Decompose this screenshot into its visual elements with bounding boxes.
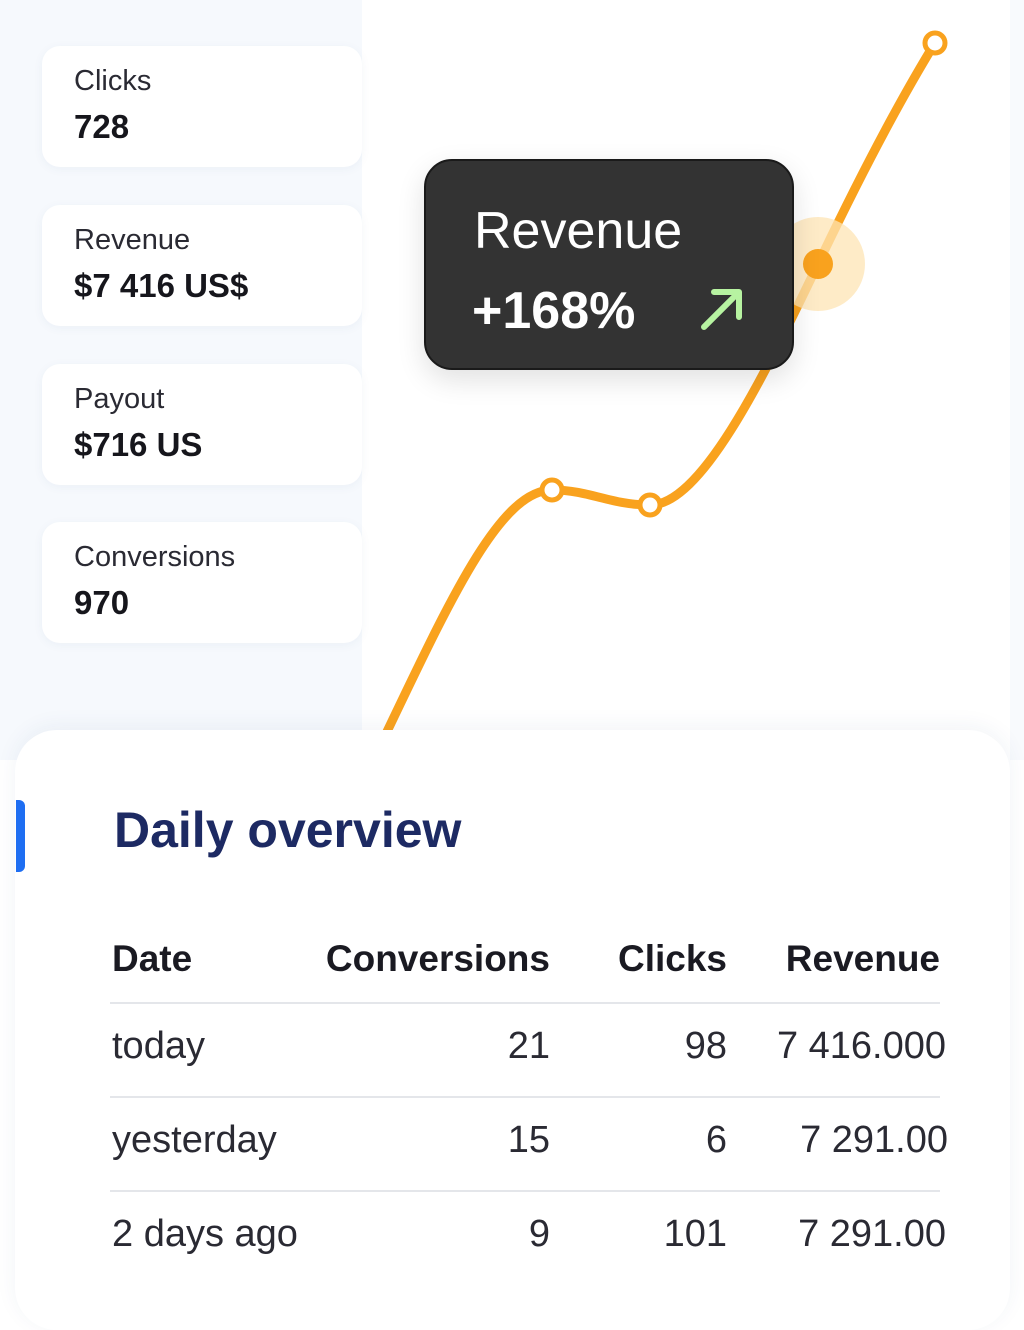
data-point[interactable] bbox=[922, 30, 948, 56]
stat-label: Clicks bbox=[74, 65, 152, 97]
cell-date: yesterday bbox=[112, 1119, 277, 1161]
cell-date: today bbox=[112, 1025, 205, 1067]
stat-card-payout[interactable]: Payout $716 US bbox=[42, 364, 362, 485]
daily-overview-card: Daily overview Date Conversions Clicks R… bbox=[15, 730, 1010, 1330]
data-point[interactable] bbox=[637, 492, 663, 518]
stat-value: 728 bbox=[74, 108, 130, 145]
divider bbox=[110, 1002, 940, 1004]
accent-bar bbox=[16, 800, 25, 872]
column-header-conversions[interactable]: Conversions bbox=[325, 938, 550, 979]
divider bbox=[110, 1190, 940, 1192]
overview-title: Daily overview bbox=[114, 802, 462, 858]
stat-label: Conversions bbox=[74, 541, 236, 573]
tooltip-title: Revenue bbox=[474, 202, 683, 260]
chart-edge bbox=[1010, 0, 1024, 760]
tooltip-change-value: +168% bbox=[472, 282, 636, 340]
divider bbox=[110, 1096, 940, 1098]
cell-conversions: 21 bbox=[507, 1025, 550, 1067]
stat-card-clicks[interactable]: Clicks 728 bbox=[42, 46, 362, 167]
cell-clicks: 101 bbox=[663, 1213, 727, 1255]
daily-overview-table: Date Conversions Clicks Revenue today 21… bbox=[110, 920, 948, 1286]
cell-revenue: 7 416.000 bbox=[776, 1025, 946, 1067]
cell-revenue: 7 291.00 bbox=[800, 1119, 948, 1161]
stat-label: Revenue bbox=[74, 224, 191, 256]
stat-card-revenue[interactable]: Revenue $7 416 US$ bbox=[42, 205, 362, 326]
table-row[interactable]: today 21 98 7 416.000 bbox=[110, 1004, 946, 1098]
highlight-point[interactable] bbox=[803, 249, 833, 279]
revenue-tooltip: Revenue +168% bbox=[424, 159, 794, 370]
cell-conversions: 9 bbox=[528, 1213, 550, 1255]
cell-conversions: 15 bbox=[507, 1119, 550, 1161]
revenue-trend-line bbox=[378, 38, 940, 745]
stat-card-conversions[interactable]: Conversions 970 bbox=[42, 522, 362, 643]
column-header-revenue[interactable]: Revenue bbox=[785, 938, 940, 979]
column-header-clicks[interactable]: Clicks bbox=[617, 938, 727, 979]
stat-value: $716 US bbox=[74, 426, 203, 463]
stat-value: $7 416 US$ bbox=[74, 267, 249, 304]
table-row[interactable]: yesterday 15 6 7 291.00 bbox=[110, 1098, 948, 1192]
stat-value: 970 bbox=[74, 584, 130, 621]
data-point[interactable] bbox=[539, 477, 565, 503]
column-header-date[interactable]: Date bbox=[112, 938, 193, 979]
cell-clicks: 98 bbox=[684, 1025, 727, 1067]
cell-date: 2 days ago bbox=[112, 1213, 298, 1255]
cell-clicks: 6 bbox=[705, 1119, 727, 1161]
table-header-row: Date Conversions Clicks Revenue bbox=[110, 920, 940, 1004]
stat-label: Payout bbox=[74, 383, 165, 415]
arrow-up-right-icon bbox=[701, 289, 742, 330]
revenue-trend-chart bbox=[378, 30, 948, 745]
cell-revenue: 7 291.00 bbox=[798, 1213, 946, 1255]
table-row[interactable]: 2 days ago 9 101 7 291.00 bbox=[110, 1192, 946, 1286]
